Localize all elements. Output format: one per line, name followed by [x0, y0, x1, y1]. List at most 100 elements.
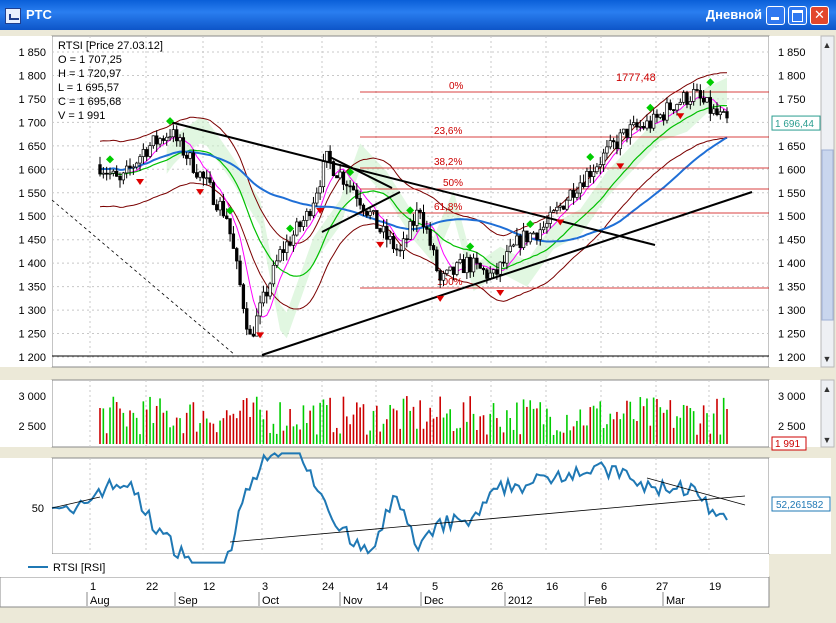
candle-body — [345, 184, 349, 187]
candle-body — [278, 249, 282, 262]
candle-body — [521, 230, 526, 248]
candle-body — [275, 260, 279, 266]
candle-body — [722, 111, 726, 113]
price-last-value: 1 696,44 — [775, 119, 814, 130]
candle-body — [241, 284, 246, 309]
rsi-line — [51, 452, 746, 564]
price-ytick-right: 1 350 — [778, 282, 806, 294]
candle-body — [585, 170, 589, 188]
candle-body — [702, 97, 706, 103]
candle-body — [611, 140, 616, 143]
volume-scrollbar[interactable] — [820, 379, 835, 448]
candle-body — [195, 172, 199, 178]
candle-body — [115, 170, 119, 177]
fractal-up-marker — [166, 117, 175, 126]
close-button[interactable] — [810, 6, 829, 25]
fractal-down-marker — [256, 332, 265, 339]
candle-body — [328, 150, 332, 162]
candle-body — [391, 236, 396, 250]
candle-body — [98, 164, 102, 175]
volume-ytick-left: 3 000 — [18, 391, 46, 403]
candle-body — [695, 89, 699, 91]
time-axis-day: 26 — [491, 581, 503, 593]
trend-lines — [51, 121, 753, 356]
candle-body — [588, 170, 592, 177]
candle-body — [351, 185, 356, 191]
candle-body — [498, 261, 502, 275]
candle-body — [415, 209, 419, 226]
candle-body — [121, 172, 125, 181]
candle-body — [685, 92, 689, 105]
minimize-button[interactable] — [766, 6, 785, 25]
candle-body — [208, 177, 212, 183]
candle-body — [421, 211, 426, 228]
price-ytick-right: 1 850 — [778, 47, 806, 59]
fib-level-label: 23,6% — [434, 126, 462, 137]
candle-body — [605, 146, 609, 154]
candle-body — [268, 283, 272, 297]
candle-body — [671, 109, 676, 111]
period-label[interactable]: Дневной — [705, 7, 762, 22]
candle-body — [531, 232, 536, 235]
candle-body — [111, 170, 115, 174]
price-candles — [98, 82, 729, 338]
candle-body — [248, 328, 252, 335]
candle-body — [368, 211, 372, 216]
candle-body — [318, 186, 322, 194]
ohlc-info-line: H = 1 720,97 — [58, 68, 121, 80]
candle-body — [481, 268, 486, 271]
price-ytick-left: 1 550 — [18, 188, 46, 200]
candle-body — [595, 166, 599, 173]
time-axis-month: Aug — [90, 595, 110, 607]
candle-body — [471, 257, 476, 273]
candle-body — [178, 137, 182, 142]
candle-body — [491, 269, 496, 274]
candle-body — [698, 90, 702, 99]
candle-body — [225, 215, 229, 219]
candle-body — [161, 138, 166, 141]
fractal-down-marker — [616, 163, 625, 170]
rsi-legend: RTSI [RSI] — [53, 562, 105, 574]
trend-line — [321, 191, 401, 233]
fractal-up-marker — [526, 220, 535, 229]
price-ytick-left: 1 350 — [18, 282, 46, 294]
trend-line — [169, 121, 656, 246]
candle-body — [301, 220, 306, 227]
trend-line — [261, 191, 753, 356]
chart-title: RTSI [Price 27.03.12] — [58, 40, 163, 52]
candle-body — [475, 257, 479, 264]
maximize-button[interactable] — [788, 6, 807, 25]
candle-body — [438, 270, 442, 281]
price-ytick-right: 1 400 — [778, 258, 806, 270]
price-ytick-left: 1 700 — [18, 117, 46, 129]
candle-body — [281, 249, 286, 253]
price-ytick-left: 1 500 — [18, 211, 46, 223]
candle-body — [495, 269, 499, 275]
time-axis-day: 3 — [262, 581, 268, 593]
trend-line — [51, 199, 236, 356]
price-ytick-right: 1 300 — [778, 305, 806, 317]
price-ytick-left: 1 250 — [18, 329, 46, 341]
fib-level-label: 100% — [437, 277, 463, 288]
candle-body — [215, 204, 219, 211]
candle-body — [678, 101, 682, 105]
candle-body — [148, 145, 152, 157]
candle-body — [665, 102, 669, 121]
ohlc-info-line: V = 1 991 — [58, 110, 105, 122]
candle-body — [705, 97, 709, 103]
candle-body — [255, 315, 259, 337]
candle-body — [135, 162, 139, 168]
candle-body — [105, 172, 109, 175]
candle-body — [551, 210, 556, 213]
candle-body — [541, 226, 546, 231]
candle-body — [538, 229, 542, 240]
candle-body — [581, 182, 586, 188]
candle-body — [155, 135, 159, 145]
candle-body — [615, 141, 619, 150]
time-axis-day: 16 — [546, 581, 558, 593]
price-ytick-left: 1 800 — [18, 70, 46, 82]
candle-body — [591, 171, 596, 177]
candle-body — [321, 161, 326, 188]
candle-body — [125, 165, 129, 174]
price-ytick-left: 1 650 — [18, 141, 46, 153]
